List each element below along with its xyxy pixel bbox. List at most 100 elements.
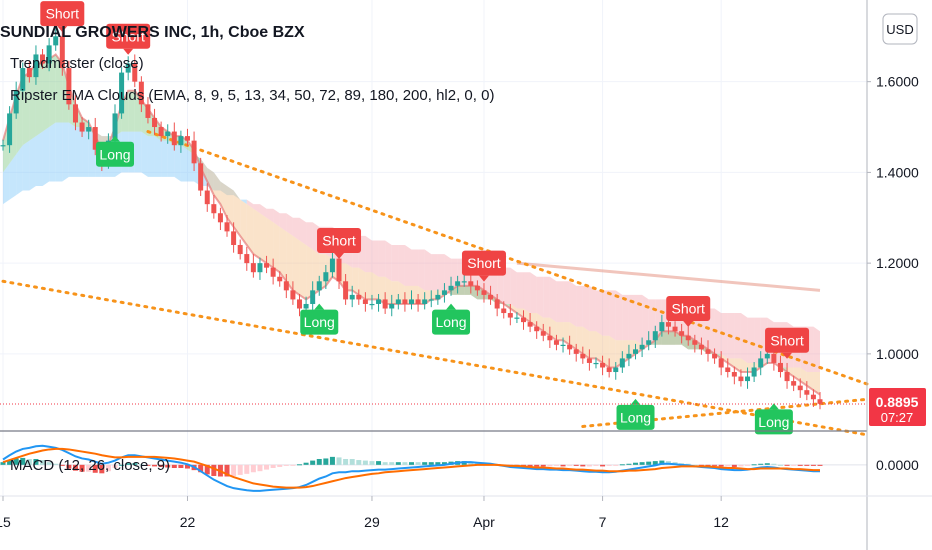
mid-cloud-segment — [595, 331, 603, 363]
macd-histogram-bar — [797, 464, 803, 466]
slow-cloud-segment — [259, 204, 267, 218]
slow-cloud-segment — [174, 145, 181, 182]
mid-cloud-segment — [42, 58, 50, 132]
slow-cloud-segment — [9, 154, 17, 200]
candle-body — [705, 349, 711, 354]
candle-body — [138, 81, 144, 105]
candle-body — [422, 299, 428, 304]
macd-histogram-bar — [593, 464, 599, 466]
macd-histogram-bar — [86, 464, 92, 472]
macd-histogram-bar — [580, 464, 586, 467]
indicator-ema-clouds-label[interactable]: Ripster EMA Clouds (EMA, 8, 9, 5, 13, 34… — [10, 87, 494, 104]
candle-body — [679, 331, 685, 336]
macd-histogram-bar — [633, 462, 639, 465]
candle-body — [652, 331, 658, 341]
macd-histogram-bar — [600, 464, 606, 467]
macd-histogram-bar — [171, 464, 177, 469]
macd-histogram-bar — [152, 464, 158, 467]
macd-histogram-bar — [283, 464, 289, 466]
slow-cloud-segment — [740, 313, 748, 363]
mid-cloud-segment — [306, 244, 313, 300]
mid-cloud-segment — [292, 235, 300, 295]
slow-cloud-segment — [510, 267, 517, 309]
candle-body — [125, 63, 131, 73]
candle-body — [290, 290, 296, 300]
slow-cloud-segment — [306, 222, 313, 250]
long-signal: Long — [432, 303, 471, 335]
signal-box — [300, 309, 339, 335]
slow-cloud-segment — [286, 213, 293, 236]
macd-histogram-bar — [652, 461, 658, 465]
long-term-ema-line — [516, 261, 821, 292]
time-axis-tick-label: 7 — [599, 514, 607, 530]
candle-body — [698, 344, 704, 350]
mid-cloud-segment — [661, 331, 669, 345]
candle-body — [26, 68, 32, 78]
chart-title: SUNDIAL GROWERS INC, 1h, Cboe BZX — [0, 24, 305, 41]
currency-button[interactable]: USD — [882, 13, 918, 45]
candle-body — [514, 317, 520, 319]
candle-body — [573, 349, 579, 354]
price-axis-tick-label: 1.2000 — [876, 255, 919, 271]
mid-cloud-segment — [220, 181, 228, 218]
candle-body — [178, 136, 184, 146]
candle-body — [336, 258, 342, 282]
slow-cloud-segment — [642, 294, 649, 345]
mid-cloud-segment — [457, 285, 465, 295]
candle-body — [356, 294, 362, 300]
slow-cloud-segment — [516, 272, 524, 309]
slow-cloud-segment — [161, 140, 168, 177]
slow-cloud-segment — [563, 281, 570, 323]
slow-cloud-segment — [220, 181, 228, 196]
slow-cloud-segment — [147, 136, 155, 177]
candle-body — [633, 349, 639, 354]
indicator-trendmaster-label[interactable]: Trendmaster (close) — [10, 55, 144, 72]
signal-markers[interactable]: Short Short Long Short Long Long Short Short Lon… — [40, 1, 810, 435]
currency-button-label[interactable]: USD — [886, 22, 913, 37]
macd-histogram-bar — [224, 464, 230, 477]
time-axis-tick-label: 15 — [0, 514, 11, 530]
trend_upper-line — [146, 130, 869, 386]
signal-box — [616, 404, 655, 430]
macd-histogram-bar — [0, 462, 6, 465]
signal-pointer — [57, 26, 68, 33]
short-signal: Short — [317, 227, 362, 259]
time-axis[interactable]: 15 22 29 Apr 7 12 — [0, 496, 729, 530]
candle-body — [409, 299, 414, 304]
slow-cloud-segment — [49, 122, 56, 182]
candle-body — [0, 145, 6, 147]
slow-cloud-segment — [747, 317, 755, 363]
slow-cloud-segment — [154, 136, 162, 177]
mid-cloud-segment — [128, 90, 135, 132]
macd-label[interactable]: MACD (12, 26, close, 9) — [10, 457, 170, 474]
currency-button-frame[interactable] — [882, 13, 918, 45]
mid-cloud-segment — [286, 231, 293, 291]
short-signal: Short — [765, 327, 810, 359]
mid-cloud-segment — [464, 285, 471, 295]
macd-histogram-bar — [527, 464, 533, 467]
slow-cloud-segment — [3, 163, 10, 205]
short-signal: Short — [106, 23, 151, 55]
mid-cloud-segment — [740, 358, 748, 373]
macd-histogram-bar — [264, 464, 270, 470]
signal-box — [432, 309, 471, 335]
slow-cloud-segment — [523, 272, 531, 314]
signal-box — [106, 23, 151, 49]
macd-histogram-bar — [362, 460, 368, 465]
price-axis[interactable]: 1.6000 1.4000 1.2000 1.0000 0.0000 — [867, 74, 919, 473]
slow-cloud-segment — [227, 186, 234, 196]
macd-histogram-bar — [79, 464, 85, 472]
signal-pointer — [768, 403, 779, 410]
candle-body — [527, 322, 533, 327]
candle-body — [198, 163, 204, 191]
slow-cloud-segment — [167, 140, 175, 177]
macd-histogram-bar — [705, 464, 711, 466]
macd-histogram-bar — [474, 462, 480, 465]
price-axis-tick-label: 1.0000 — [876, 346, 919, 362]
macd-histogram-bar — [270, 464, 276, 469]
slow-cloud-segment — [813, 326, 820, 373]
candle-body — [771, 353, 777, 363]
macd-histogram-bar — [92, 464, 98, 473]
candle-body — [217, 213, 223, 223]
